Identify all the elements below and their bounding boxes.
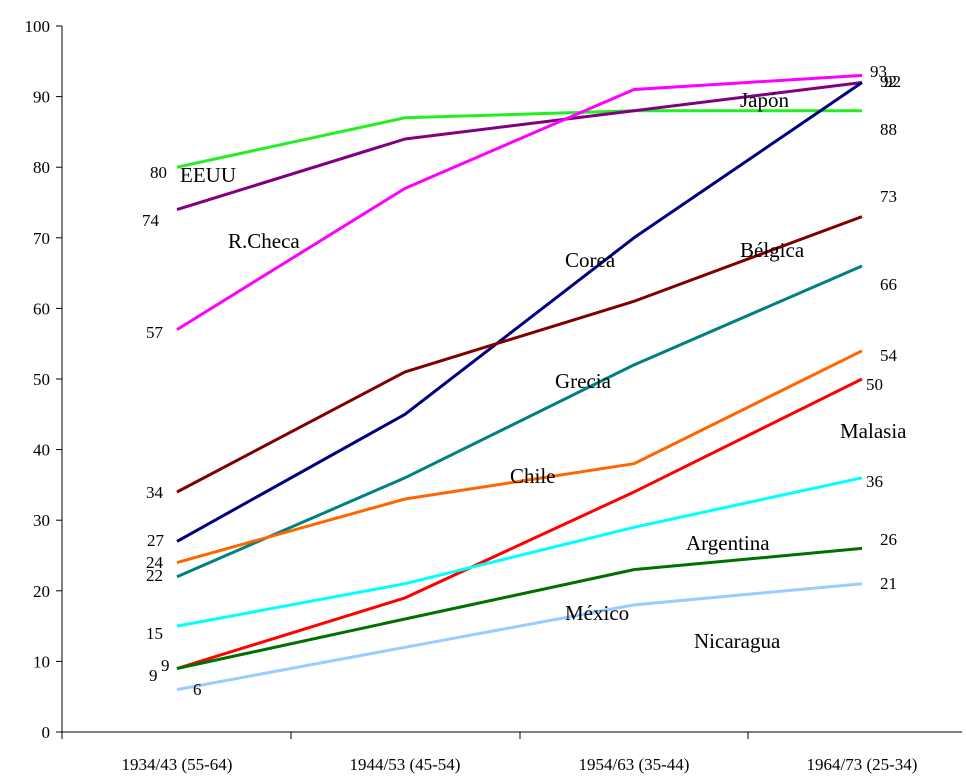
data-label-end: 66 [880, 275, 897, 294]
series-line [176, 109, 862, 169]
data-label-end: 92 [884, 72, 901, 91]
y-tick-label: 0 [42, 723, 51, 742]
data-labels: 80 88 74 92 57 93 27 92 34 73 22 66 24 54 9 50 15 36 9 26 6 2… [142, 62, 901, 699]
y-tick-label: 100 [25, 17, 51, 36]
y-tick-label: 40 [33, 441, 50, 460]
data-label-start: 9 [161, 656, 170, 675]
series-line [176, 476, 863, 628]
data-label-start: 74 [142, 211, 160, 230]
data-label-end: 54 [880, 346, 898, 365]
series-name-label: Nicaragua [694, 629, 781, 653]
series-name-label: Corea [565, 248, 616, 272]
series-name-label: Japón [740, 88, 789, 112]
series-name-label: Bélgica [740, 238, 805, 262]
x-tick-label: 1954/63 (35-44) [579, 755, 690, 774]
series-name-label: Chile [510, 464, 556, 488]
y-tick-label: 70 [33, 229, 50, 248]
series-name-label: Argentina [686, 531, 770, 555]
x-tick-label: 1944/53 (45-54) [350, 755, 461, 774]
data-label-start: 9 [149, 666, 158, 685]
series-name-label: Malasia [840, 419, 907, 443]
series-line [176, 582, 863, 692]
x-tick-label: 1964/73 (25-34) [807, 755, 918, 774]
series-name-label: México [565, 601, 629, 625]
data-label-start: 6 [193, 680, 202, 699]
y-tick-label: 80 [33, 158, 50, 177]
series-line [176, 81, 863, 543]
data-label-end: 36 [866, 472, 883, 491]
data-label-end: 50 [866, 375, 883, 394]
y-tick-label: 10 [33, 652, 50, 671]
data-label-start: 80 [150, 163, 167, 182]
y-tick-label: 20 [33, 582, 50, 601]
series-line [176, 546, 863, 670]
data-label-start: 24 [146, 553, 164, 572]
y-tick-label: 90 [33, 88, 50, 107]
y-tick-label: 30 [33, 511, 50, 530]
series-lines [176, 73, 863, 692]
data-label-end: 26 [880, 530, 897, 549]
data-label-end: 92 [880, 72, 897, 91]
y-tick-label: 50 [33, 370, 50, 389]
data-label-start: 22 [146, 566, 163, 585]
series-line [176, 81, 863, 212]
data-label-end: 21 [880, 574, 897, 593]
series-line [176, 349, 863, 565]
series-line [176, 215, 863, 494]
data-label-end: 73 [880, 187, 897, 206]
series-name-labels: EEUU R.Checa Japón Corea Bélgica Grecia Chile M… [180, 88, 907, 653]
data-label-start: 27 [147, 531, 165, 550]
series-line [176, 264, 863, 579]
data-label-start: 57 [146, 323, 164, 342]
series-name-label: Grecia [555, 369, 612, 393]
data-label-end: 93 [870, 62, 887, 81]
series-line [176, 377, 863, 670]
series-name-label: R.Checa [228, 229, 300, 253]
x-tick-label: 1934/43 (55-64) [122, 755, 233, 774]
data-label-start: 15 [146, 624, 163, 643]
axes: 0 10 20 30 40 50 60 70 80 90 100 1934/43 (55-64) 194… [25, 17, 962, 774]
series-line [176, 73, 863, 331]
y-tick-label: 60 [33, 299, 50, 318]
series-name-label: EEUU [180, 163, 236, 187]
data-label-end: 88 [880, 120, 897, 139]
data-label-start: 34 [146, 483, 164, 502]
